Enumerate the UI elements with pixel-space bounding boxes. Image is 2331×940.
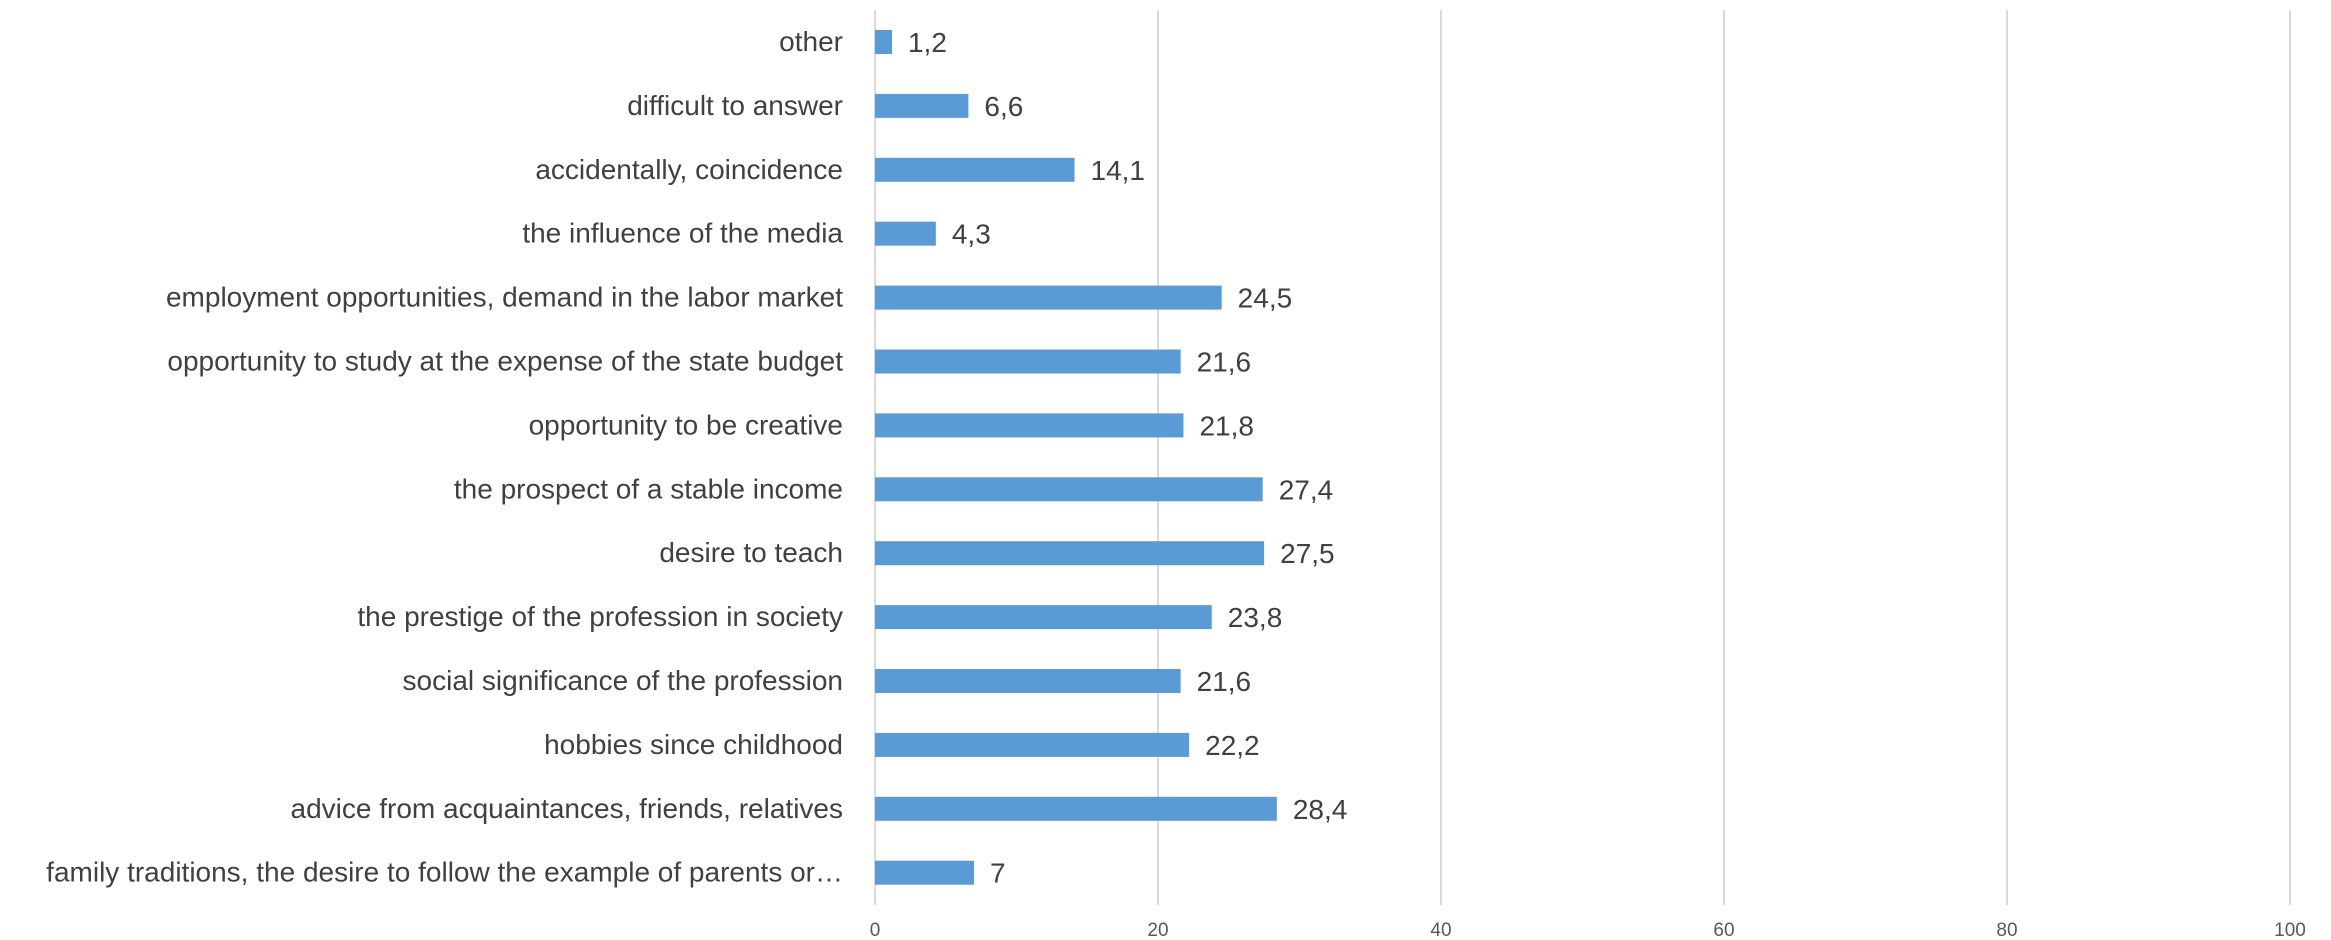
category-label: hobbies since childhood <box>544 729 843 760</box>
data-label: 4,3 <box>952 219 991 250</box>
bar <box>875 541 1265 566</box>
data-label: 7 <box>990 858 1006 889</box>
category-label: other <box>779 26 843 57</box>
category-label: advice from acquaintances, friends, rela… <box>291 793 844 824</box>
bar <box>875 860 975 885</box>
gridlines <box>874 10 2291 905</box>
category-label: family traditions, the desire to follow … <box>46 857 843 888</box>
category-label: employment opportunities, demand in the … <box>166 282 843 313</box>
x-axis-ticks: 0 20 40 60 80 100 <box>870 920 2306 940</box>
category-label: the prestige of the profession in societ… <box>357 601 843 632</box>
data-label: 28,4 <box>1293 794 1348 825</box>
data-label: 27,4 <box>1279 474 1334 505</box>
data-label: 6,6 <box>984 91 1023 122</box>
x-tick-label: 60 <box>1713 920 1734 940</box>
category-label: opportunity to be creative <box>529 409 843 440</box>
bar <box>875 732 1190 757</box>
category-label: the influence of the media <box>522 218 843 249</box>
x-tick-label: 100 <box>2274 920 2306 940</box>
data-label: 27,5 <box>1280 538 1335 569</box>
bar <box>875 605 1212 630</box>
data-label: 22,2 <box>1205 730 1260 761</box>
x-tick-label: 40 <box>1430 920 1451 940</box>
bars <box>875 30 1277 885</box>
bar <box>875 413 1184 438</box>
data-labels: 1,2 6,6 14,1 4,3 24,5 21,6 21,8 27,4 27,5 23,8 21,… <box>908 27 1347 889</box>
data-label: 24,5 <box>1238 283 1293 314</box>
category-label: social significance of the profession <box>403 665 843 696</box>
bar <box>875 93 969 118</box>
data-label: 23,8 <box>1228 602 1283 633</box>
bar <box>875 349 1181 374</box>
data-label: 21,8 <box>1199 410 1254 441</box>
data-label: 1,2 <box>908 27 947 58</box>
category-label: accidentally, coincidence <box>535 154 843 185</box>
bar <box>875 30 892 54</box>
x-tick-label: 0 <box>870 920 881 940</box>
bar <box>875 796 1277 821</box>
bar <box>875 221 936 246</box>
x-tick-label: 20 <box>1147 920 1168 940</box>
data-label: 14,1 <box>1091 155 1146 186</box>
category-labels: other difficult to answer accidentally, co… <box>46 26 843 888</box>
data-label: 21,6 <box>1197 347 1252 378</box>
category-label: difficult to answer <box>627 90 843 121</box>
bar <box>875 285 1222 310</box>
data-label: 21,6 <box>1197 666 1252 697</box>
bar <box>875 157 1075 182</box>
category-label: desire to teach <box>659 537 843 568</box>
bar <box>875 477 1263 502</box>
x-tick-label: 80 <box>1996 920 2017 940</box>
category-label: the prospect of a stable income <box>454 473 843 504</box>
category-label: opportunity to study at the expense of t… <box>167 346 843 377</box>
bar <box>875 669 1181 693</box>
